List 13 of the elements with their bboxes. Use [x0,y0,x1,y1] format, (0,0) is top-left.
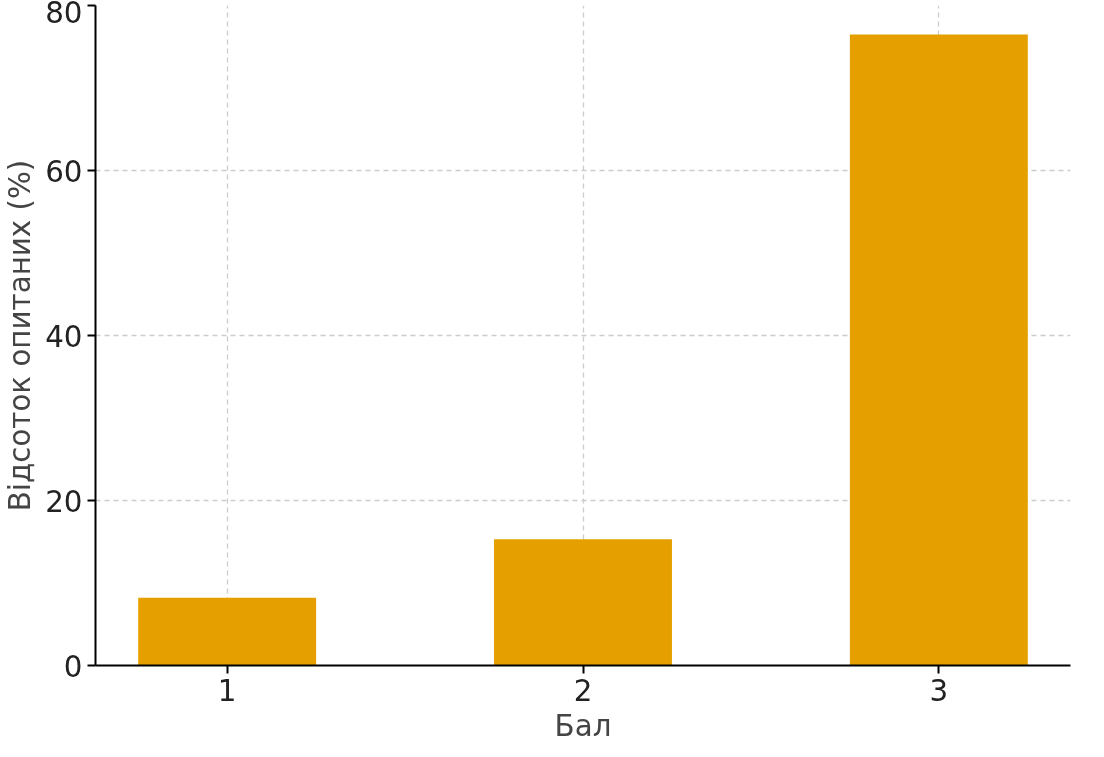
bar [494,539,672,666]
y-tick-label: 40 [45,319,83,354]
x-tick-label: 2 [573,673,593,708]
x-tick-label: 1 [217,673,237,708]
y-axis-title: Відсоток опитаних (%) [3,159,38,512]
x-axis-title: Бал [554,708,612,743]
y-tick-label: 20 [45,484,83,519]
y-tick-label: 0 [63,649,83,684]
x-tick-label: 3 [929,673,949,708]
y-tick-label: 60 [45,154,83,189]
bar [138,597,317,666]
y-tick-label: 80 [45,0,83,30]
bar [849,34,1028,666]
